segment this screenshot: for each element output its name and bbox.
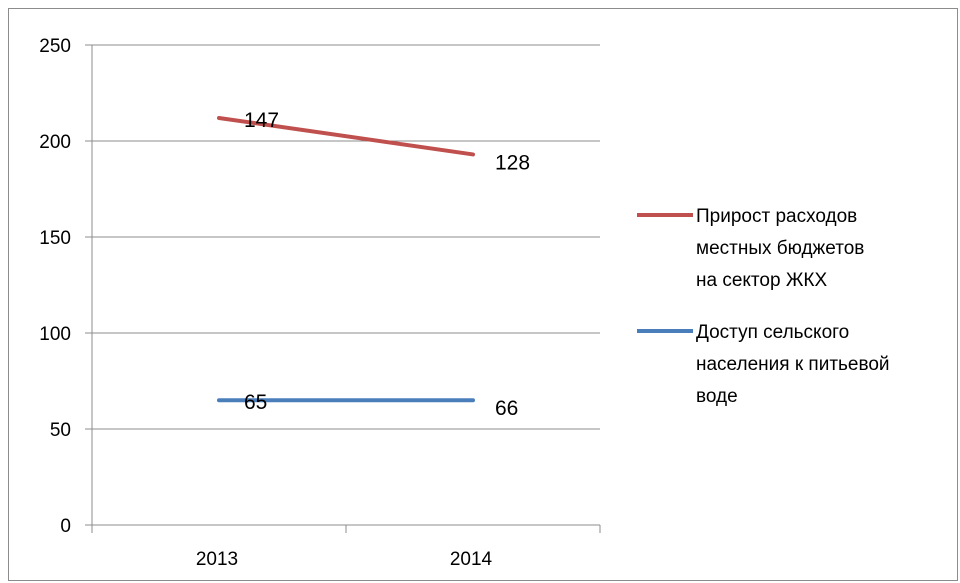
legend-label: на сектор ЖКХ <box>696 270 827 291</box>
axes <box>85 44 601 533</box>
data-label: 147 <box>244 109 279 132</box>
x-tick-label: 2014 <box>450 549 493 570</box>
data-label: 65 <box>244 391 267 414</box>
legend: Прирост расходов местных бюджетов на секто… <box>637 206 890 407</box>
y-tick-labels: 0 50 100 150 200 250 <box>39 36 71 537</box>
x-tick-labels: 2013 2014 <box>196 549 493 570</box>
data-label: 66 <box>495 397 518 420</box>
y-tick-label: 0 <box>60 516 71 537</box>
legend-label: местных бюджетов <box>696 238 864 259</box>
series-lines <box>217 115 475 403</box>
y-tick-label: 50 <box>50 420 71 441</box>
series-line-0 <box>217 115 475 157</box>
legend-label: Доступ сельского <box>696 322 849 343</box>
gridlines <box>92 44 600 430</box>
y-tick-label: 150 <box>39 228 71 249</box>
chart-frame <box>8 8 958 581</box>
legend-label: Прирост расходов <box>696 206 857 227</box>
data-label: 128 <box>495 151 530 174</box>
legend-label: воде <box>696 386 738 407</box>
y-tick-label: 100 <box>39 324 71 345</box>
data-labels: 147 128 65 66 <box>244 109 530 420</box>
y-tick-label: 250 <box>39 36 71 57</box>
x-tick-label: 2013 <box>196 549 238 570</box>
legend-label: населения к питьевой <box>696 354 890 375</box>
y-tick-label: 200 <box>39 132 71 153</box>
